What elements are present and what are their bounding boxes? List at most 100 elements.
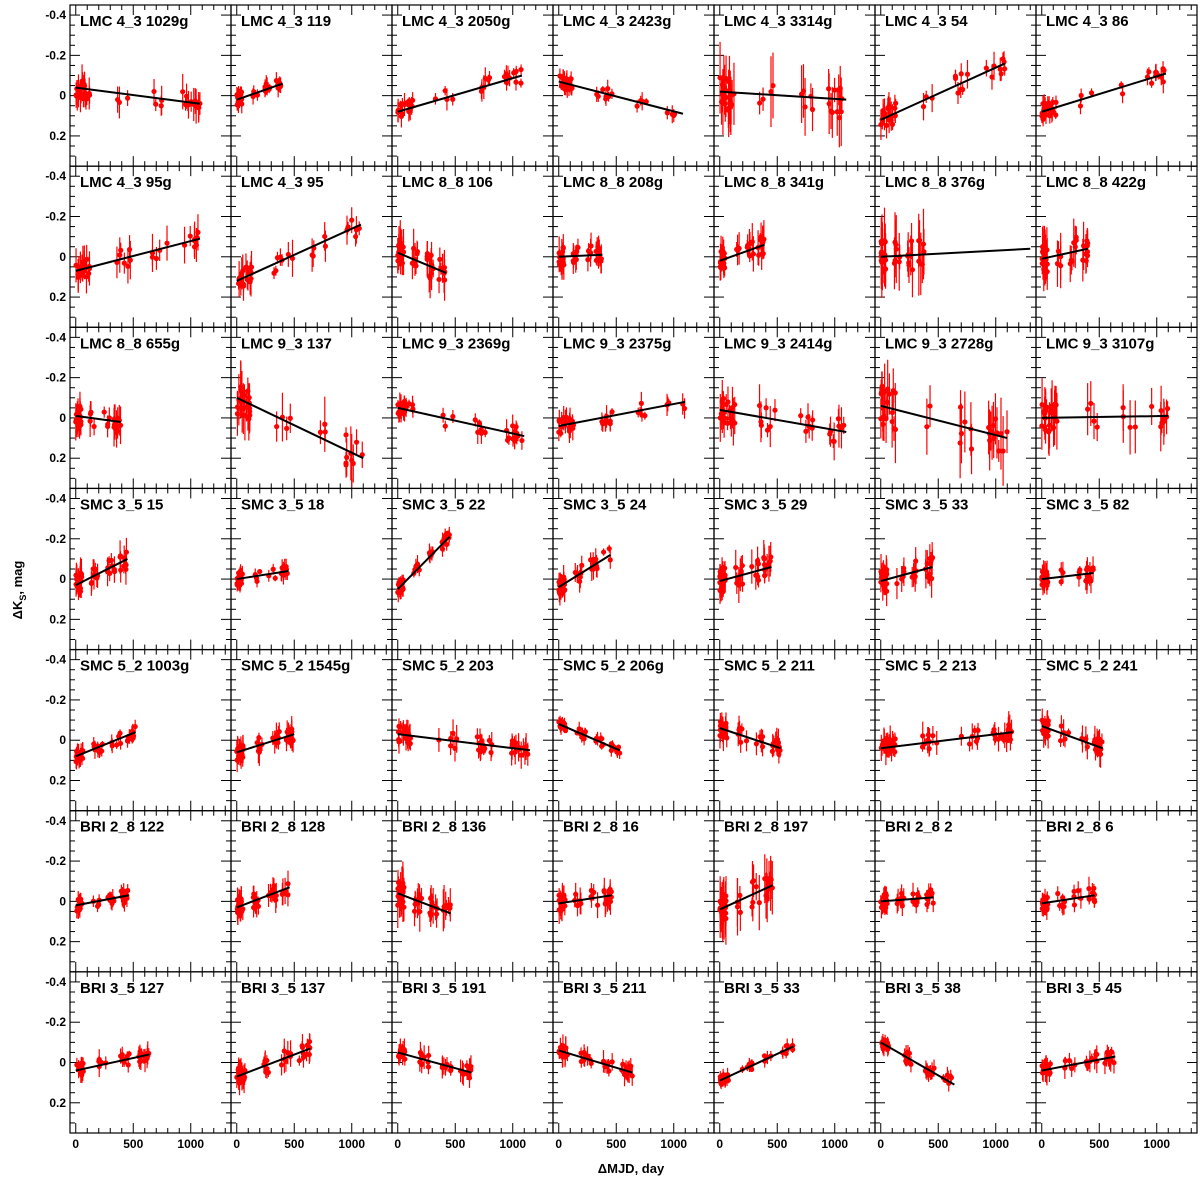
data-point [810, 417, 816, 423]
data-point [1000, 448, 1006, 454]
data-point [126, 246, 133, 253]
data-point [1050, 99, 1056, 106]
data-point [187, 233, 193, 239]
data-point [1053, 112, 1059, 118]
data-point [274, 255, 281, 261]
data-point [601, 549, 607, 555]
data-point [1088, 90, 1095, 96]
data-point [747, 253, 753, 259]
data-point [87, 411, 94, 417]
data-point [1042, 409, 1048, 415]
panel: SMC 5_2 206g [552, 648, 715, 812]
data-point [1158, 407, 1164, 414]
data-point [889, 418, 895, 425]
data-point [588, 243, 594, 249]
data-point [436, 276, 442, 283]
data-point [450, 413, 456, 420]
data-point [75, 88, 82, 94]
data-point [561, 86, 568, 92]
data-point [757, 100, 763, 106]
data-point [486, 737, 492, 744]
data-point [886, 391, 892, 397]
data-point [276, 728, 282, 735]
data-point [1160, 66, 1166, 72]
data-point [518, 80, 524, 86]
data-point [609, 409, 615, 415]
data-point [735, 246, 741, 253]
data-point [1132, 424, 1138, 430]
panel-data [73, 391, 124, 448]
data-point [918, 261, 924, 267]
data-point [909, 574, 915, 580]
panel: LMC 8_8 208g [552, 165, 715, 328]
data-point [285, 251, 291, 258]
fit-line [558, 80, 684, 115]
data-point [235, 101, 241, 107]
data-point [562, 728, 569, 734]
data-point [486, 75, 493, 81]
fit-line [880, 247, 1031, 258]
fit-line [236, 82, 284, 101]
data-point [799, 91, 805, 97]
panel: SMC 3_5 24 [552, 487, 715, 651]
panel-title: LMC 4_3 2423g [563, 13, 671, 30]
data-point [121, 260, 127, 266]
data-point [353, 233, 359, 240]
panel-data [717, 540, 774, 604]
data-point [322, 233, 328, 240]
data-point [834, 109, 840, 115]
fit-line [880, 566, 933, 583]
data-point [284, 425, 290, 432]
data-point [1072, 244, 1078, 250]
data-point [398, 257, 404, 263]
data-point [101, 409, 107, 415]
fit-line [75, 237, 201, 272]
fit-line [236, 223, 362, 282]
data-point [989, 74, 995, 80]
data-point [236, 570, 242, 576]
data-point [1039, 402, 1045, 408]
data-point [89, 579, 95, 586]
data-point [607, 557, 613, 563]
data-point [246, 404, 252, 410]
data-point [240, 268, 246, 274]
data-point [558, 591, 564, 597]
data-point [1085, 406, 1091, 412]
data-point [756, 252, 762, 258]
data-point [1160, 79, 1166, 85]
data-point [1094, 424, 1100, 430]
data-point [893, 100, 899, 106]
data-point [882, 568, 888, 574]
data-point [472, 417, 478, 423]
data-point [73, 419, 80, 425]
data-point [117, 740, 124, 747]
panel: SMC 5_2 203 [391, 648, 554, 812]
data-point [257, 568, 263, 575]
data-point [964, 71, 971, 77]
data-point [1149, 403, 1155, 410]
data-point [92, 566, 98, 572]
data-point [402, 727, 408, 733]
data-point [108, 557, 114, 563]
panel: SMC 3_5 33 [874, 487, 1037, 651]
data-point [123, 549, 130, 555]
data-point [576, 726, 582, 732]
panel-data [234, 360, 365, 487]
fit-line [1041, 414, 1169, 419]
data-point [256, 734, 262, 741]
data-point [274, 423, 280, 430]
data-point [396, 739, 402, 745]
data-point [359, 452, 365, 458]
data-point [759, 744, 766, 750]
panel-data [73, 537, 130, 601]
data-point [450, 96, 456, 102]
data-point [962, 419, 968, 425]
panel: LMC 4_3 95g [69, 165, 232, 328]
panel: LMC 4_3 1029g [69, 4, 232, 167]
data-point [599, 418, 605, 425]
data-point [889, 121, 896, 127]
data-point [406, 401, 412, 407]
data-point [322, 421, 328, 427]
panel: LMC 9_3 2369g [391, 326, 554, 490]
